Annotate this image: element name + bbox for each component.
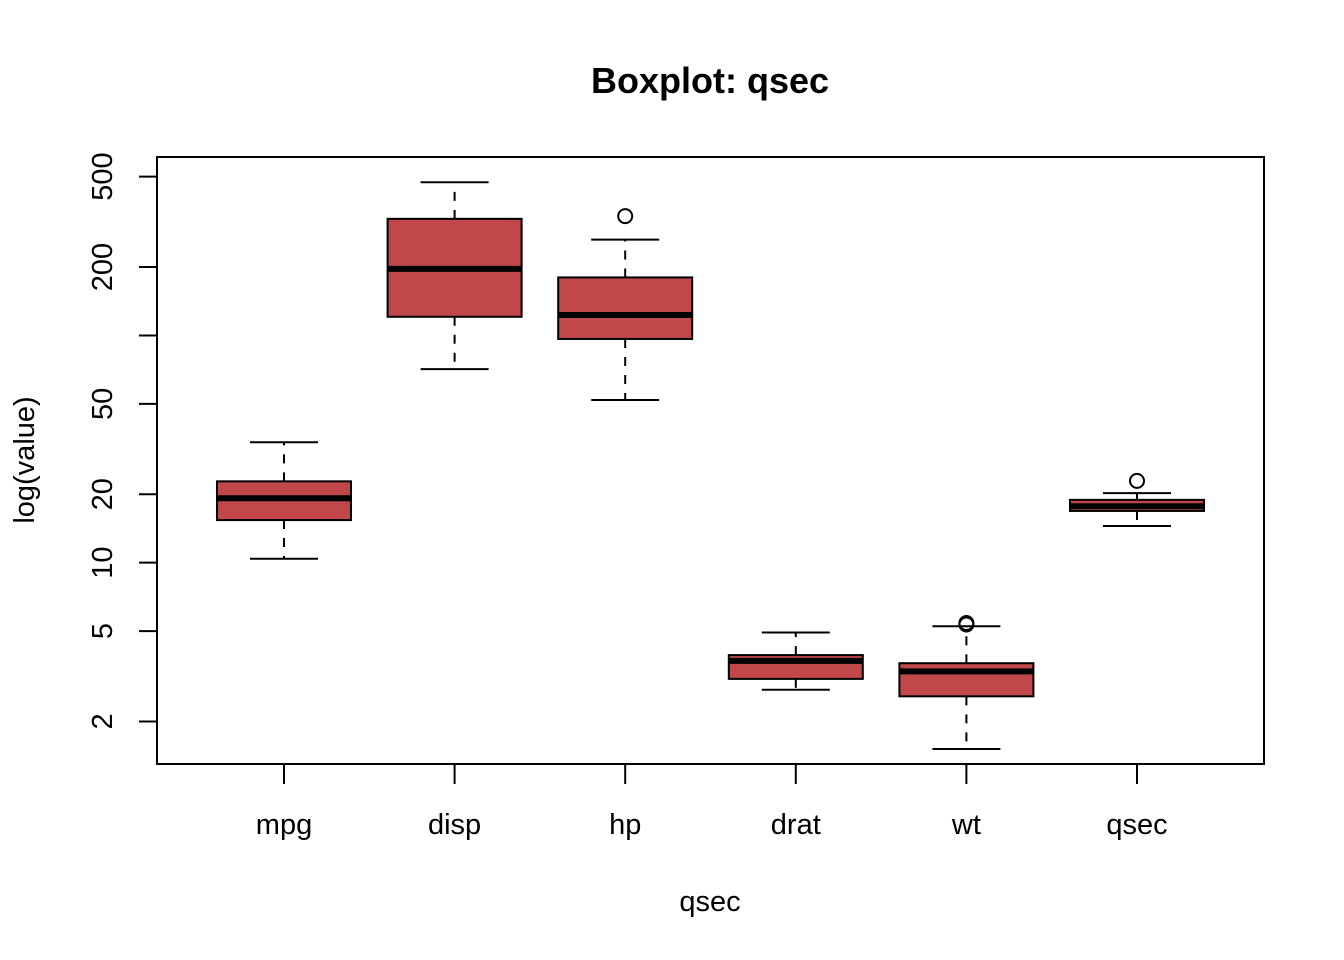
box-iqr	[898, 662, 1035, 698]
y-axis-label: log(value)	[9, 396, 41, 523]
x-tick-label: mpg	[256, 809, 312, 841]
x-tick-label: drat	[771, 809, 821, 841]
x-tick-label: wt	[951, 809, 981, 841]
y-tick-label: 5	[87, 623, 119, 639]
boxes-group	[216, 181, 1205, 751]
box-mpg	[216, 441, 352, 560]
chart-title: Boxplot: qsec	[591, 60, 829, 101]
y-tick-label: 10	[87, 547, 119, 579]
x-tick-label: disp	[428, 809, 481, 841]
box-iqr	[557, 276, 694, 340]
y-tick-label: 20	[87, 478, 119, 510]
y-axis: 2 5 10 20 50 200 500	[87, 152, 157, 730]
outlier-point	[1129, 472, 1145, 489]
y-tick-label: 500	[87, 152, 119, 200]
plot-frame	[156, 156, 1265, 765]
box-wt	[898, 615, 1035, 751]
outlier-point	[617, 208, 634, 225]
outlier-point	[958, 615, 975, 632]
box-disp	[386, 181, 523, 371]
y-tick-label: 2	[87, 713, 119, 729]
x-axis: mpg disp hp drat wt qsec	[256, 764, 1168, 841]
x-tick-label: hp	[609, 809, 641, 841]
box-qsec	[1069, 472, 1205, 528]
y-tick-label: 200	[87, 243, 119, 291]
y-tick-label: 50	[87, 388, 119, 420]
x-tick-label: qsec	[1106, 809, 1167, 841]
box-hp	[557, 208, 694, 401]
x-axis-label: qsec	[679, 886, 740, 918]
box-drat	[727, 631, 864, 691]
